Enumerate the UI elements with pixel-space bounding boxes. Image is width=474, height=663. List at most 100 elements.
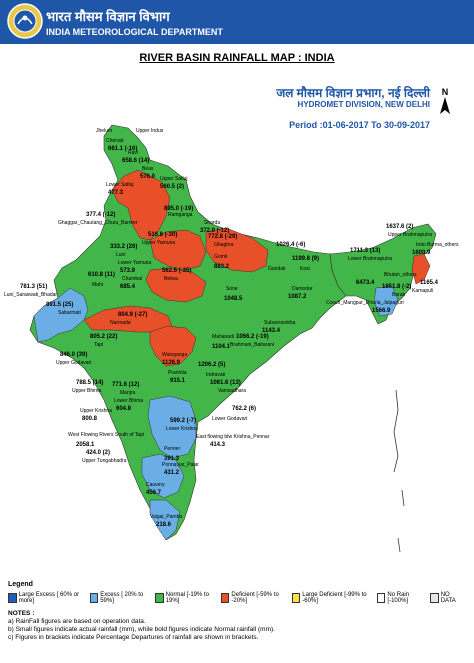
map-title: RIVER BASIN RAINFALL MAP : INDIA (139, 52, 335, 64)
label-sabarmati: Sabarmati 891.5 (25) (46, 302, 81, 316)
name-ponnaiyar: Ponnaiyar_Palar (162, 462, 199, 468)
value-lower-yamuna: 573.9 (120, 268, 136, 274)
name-upper-krishna: Upper Krishna (80, 408, 112, 414)
legend-item: Deficient [-59% to -20%] (220, 592, 286, 604)
note-line-b: b) Small figures indicate actual rainfal… (8, 626, 275, 633)
name-upper-indus: Upper Indus (136, 128, 164, 134)
label-upper-brahmaputra: Upper Brahmaputra 1637.6 (2) (386, 224, 432, 238)
name-upper-satluj: Upper Satluj (160, 176, 188, 182)
label-barak: Barak 1851.8 (-2) (382, 284, 411, 298)
value-ravi: 658.6 (14) (122, 158, 149, 164)
name-subarnarekha: Subarnarekha (264, 320, 296, 326)
legend-label: Large Excess [ 60% or more] (18, 592, 80, 604)
name-lower-bhima: Lower Bhima (114, 398, 143, 404)
value-damodar: 1087.2 (288, 294, 307, 300)
name-ghaghra: Ghaghra (214, 242, 234, 248)
label-kosi: Kosi 1199.8 (9) (292, 256, 319, 272)
name-penner: Penner (164, 446, 180, 452)
value-indravati: 1206.2 (5) (198, 362, 225, 368)
label-damodar: Damodar 1087.2 (288, 286, 313, 300)
basin-deficient-betwa (145, 267, 207, 303)
name-sharda: Sharda (204, 220, 220, 226)
north-arrow-icon: N (440, 87, 450, 114)
value-lower-godavari: 762.2 (6) (232, 406, 256, 412)
label-ghaghra: Ghaghra 772.8 (-29) (208, 234, 237, 248)
value-upper-godavari: 846.0 (39) (60, 352, 87, 358)
label-upper-bhima: Upper Bhima 788.5 (14) (72, 380, 103, 394)
value-penner: 391.3 (164, 456, 180, 462)
name-ravi: Ravi (128, 150, 138, 156)
basin-excess-vaigai (149, 499, 181, 541)
legend-swatch (8, 593, 17, 603)
label-vamsadhara: Vamsadhara 1061.6 (13) (210, 380, 246, 394)
name-luni: Luni (116, 252, 125, 258)
value-mahanadi: 1104.1 (212, 344, 231, 350)
name-upper-tungabhadra: Upper Tungabhadra (82, 458, 127, 464)
legend-item: Large Deficient [-99% to -60%] (291, 592, 371, 604)
value-mahi: 610.8 (11) (88, 272, 115, 278)
legend-title: Legend (8, 581, 33, 588)
svg-text:N: N (442, 87, 449, 97)
value-upper-brahmaputra: 1637.6 (2) (386, 224, 413, 230)
basin-deficient-ghaghra (205, 227, 269, 273)
name-betwa: Betwa (164, 276, 178, 282)
name-east-flowing: East flowing btw Krishna_Pennar (196, 434, 270, 440)
name-upper-bhima: Upper Bhima (72, 388, 101, 394)
label-lower-bhima: Lower Bhima 604.8 (114, 398, 143, 412)
value-vamsadhara: 1061.6 (13) (210, 380, 241, 386)
name-mahanadi: Mahanadi (212, 334, 234, 340)
andaman-islands (393, 389, 405, 553)
label-vaigai: Vaigai_Pamba 218.6 (150, 514, 182, 528)
name-chenab: Chenab (106, 138, 124, 144)
name-kosi: Kosi (300, 266, 310, 272)
label-lower-brahmaputra: Lower Brahmaputra 1711.3 (13) (348, 248, 392, 262)
india-river-basin-map: Jhelum Upper Indus Chenab 661.1 (-16) Rav… (4, 124, 459, 553)
value-upper-krishna: 800.8 (82, 416, 98, 422)
value-gandak: 1026.4 (-6) (276, 242, 305, 248)
label-jhelum: Jhelum (96, 128, 112, 134)
legend-label: Large Deficient [-99% to -60%] (302, 592, 367, 604)
value-wainganga: 1126.9 (162, 360, 181, 366)
value-lower-satluj: 477.3 (108, 190, 124, 196)
value-west-flowing: 2058.1 (76, 442, 95, 448)
name-brahmani: Brahmani_Baitarani (230, 342, 274, 348)
label-luni-saraswati: Luni_Saraswati_Bhadar 781.3 (51) (4, 284, 57, 298)
note-line-a: a) RainFall figures are based on operati… (8, 618, 146, 625)
header-bar: भारत मौसम विज्ञान विभाग INDIA METEOROLOG… (0, 0, 474, 44)
division-hindi: जल मौसम विज्ञान प्रभाग, नई दिल्ली (276, 86, 430, 100)
label-penner: Penner 391.3 (164, 446, 180, 462)
label-wainganga: Wainganga 1126.9 (162, 352, 187, 366)
value-ghaghra: 772.8 (-29) (208, 234, 237, 240)
value-east-flowing: 414.3 (210, 442, 226, 448)
label-gandak: Gandak 1026.4 (-6) (268, 242, 305, 272)
value-upper-yamuna: 516.8 (-30) (148, 232, 177, 238)
name-cauvery: Cauvery (146, 482, 165, 488)
name-jhelum: Jhelum (96, 128, 112, 134)
period-label: Period :01-06-2017 To 30-09-2017 (289, 120, 430, 130)
note-line-c: c) Figures in brackets indicate Percenta… (8, 634, 259, 641)
legend-label: Normal [-19% to 19%] (165, 592, 210, 604)
legend-item: NO DATA (430, 592, 462, 604)
basin-deficient-karnapuli (411, 253, 431, 285)
name-upper-godavari: Upper Godavari (56, 360, 91, 366)
label-west-flowing: West Flowing Rivers South of Tapi 2058.1 (68, 432, 144, 448)
name-indo-burma: Indo Burma_others (416, 242, 459, 248)
name-lower-brahmaputra: Lower Brahmaputra (348, 256, 392, 262)
name-wainganga: Wainganga (162, 352, 187, 358)
basin-excess-cooch (373, 285, 399, 317)
name-luni-saraswati: Luni_Saraswati_Bhadar (4, 292, 57, 298)
basin-deficient-upper-yamuna (149, 229, 207, 271)
value-chambal: 685.4 (120, 284, 136, 290)
legend-label: No Rain [-100%] (387, 592, 410, 604)
label-lower-krishna: Lower Krishna 599.2 (-7) (166, 418, 198, 432)
label-chambal: Chambal 685.4 (120, 276, 142, 290)
name-gomti: Gomti (214, 254, 227, 260)
name-lower-krishna: Lower Krishna (166, 426, 198, 432)
legend-swatch (376, 593, 386, 603)
name-lower-godavari: Lower Godavari (212, 416, 247, 422)
label-cauvery: Cauvery 456.7 (146, 482, 165, 496)
legend-label: NO DATA (440, 592, 456, 604)
value-brahmani: 1066.2 (-19) (236, 334, 269, 340)
value-karnapuli: 1165.4 (420, 280, 439, 286)
